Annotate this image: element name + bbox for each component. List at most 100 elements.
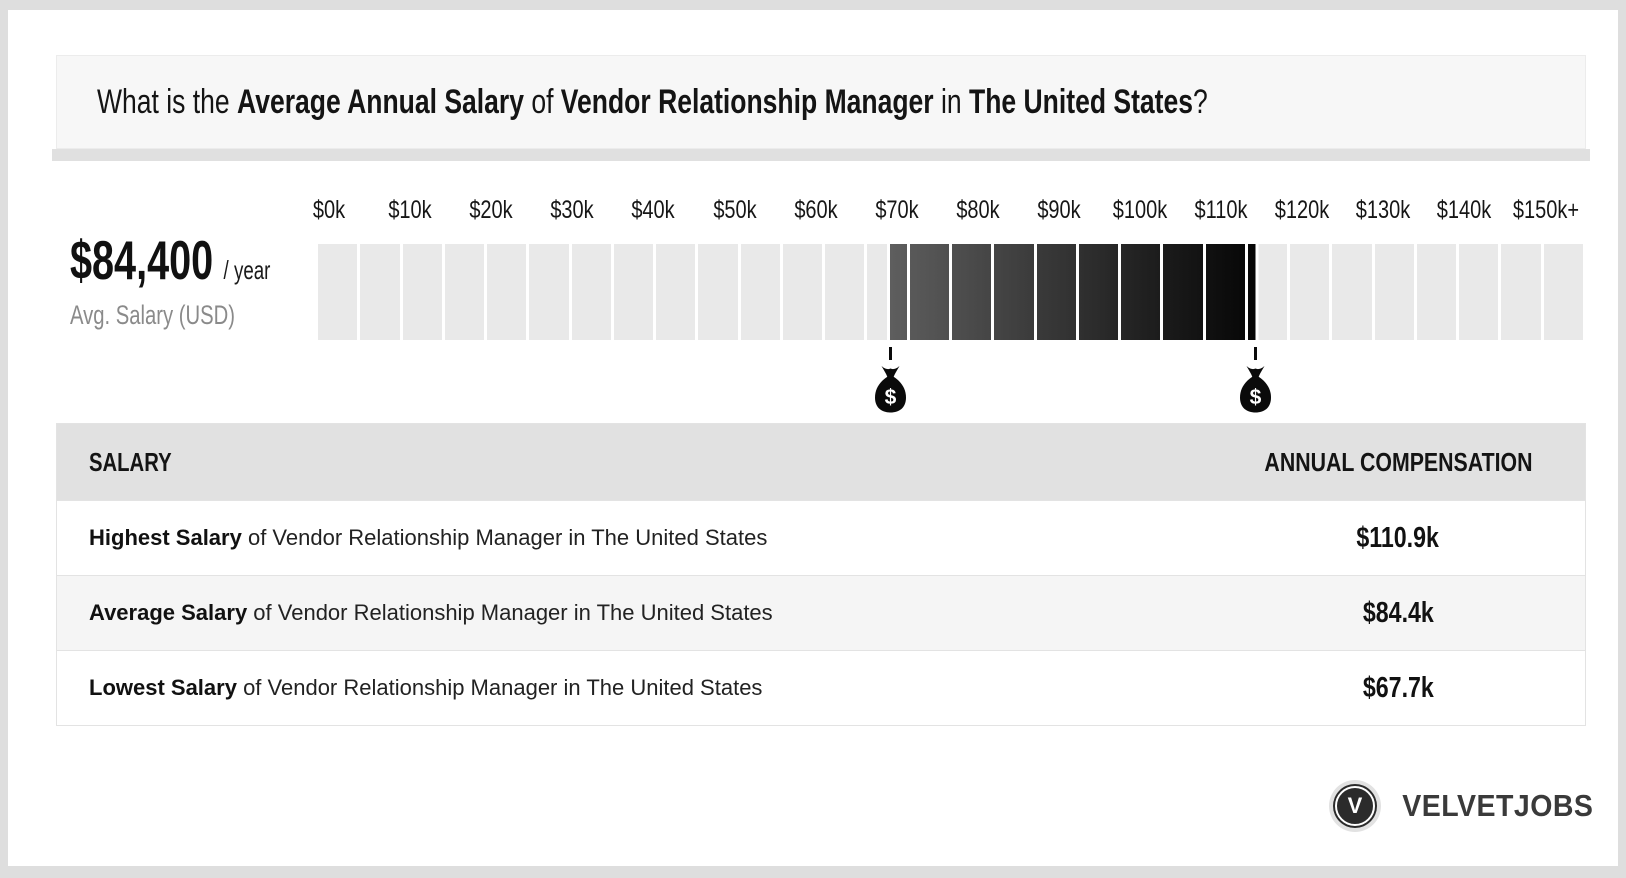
salary-table: SALARY ANNUAL COMPENSATION Highest Salar… [56,423,1586,726]
axis-tick-label: $60k [788,193,842,227]
scale-bar-cell [402,244,442,340]
axis-tick-label-text: $20k [469,196,513,224]
axis-tick-label-text: $110k [1194,196,1248,224]
scale-bar: $ $ [318,244,1586,413]
scale-bar-cell [444,244,485,340]
table-row: Highest Salary of Vendor Relationship Ma… [57,500,1585,575]
axis-tick-label: $140k [1430,193,1498,227]
scale-bar-cell [1247,244,1288,340]
salary-range-marker: $ [1233,347,1277,413]
table-row: Average Salary of Vendor Relationship Ma… [57,575,1585,650]
scale-bar-cell [613,244,654,340]
scale-bar-cell [571,244,611,340]
scale-bar-cell [1501,244,1541,340]
scale-bar-cell [487,244,527,340]
axis-tick-label: $130k [1349,193,1417,227]
axis-tick-label: $110k [1188,193,1254,227]
axis-tick-label-text: $150k+ [1512,196,1579,224]
axis-tick-label-text: $80k [956,196,1000,224]
axis-tick-label-text: $100k [1112,196,1168,224]
average-salary-amount: $84,400 [70,229,214,291]
axis-tick-label-text: $130k [1356,196,1411,224]
row-label-emphasis: Average Salary [89,600,248,625]
svg-text:$: $ [1250,386,1262,409]
scale-bar-cell [1078,244,1119,340]
axis-tick-label: $20k [464,193,518,227]
row-value: $110.9k [1211,522,1585,555]
axis-tick-label: $90k [1032,193,1086,227]
page-title-part: in [933,82,970,121]
table-row: Lowest Salary of Vendor Relationship Man… [57,650,1585,725]
axis-tick-label: $70k [870,193,924,227]
row-label: Lowest Salary of Vendor Relationship Man… [89,675,763,700]
scale-bar-cell [318,244,358,340]
axis-tick-label: $40k [626,193,680,227]
scale-bar-cell [740,244,780,340]
scale-bar-cell [782,244,823,340]
scale-bar-cell [909,244,949,340]
scale-bar-cell [698,244,738,340]
velvetjobs-logo-text: VELVETJOBS [1402,788,1594,823]
scale-bar-cell [1121,244,1161,340]
scale-bar-cell [1416,244,1457,340]
scale-bar-cell [994,244,1034,340]
scale-bar-cell [867,244,907,340]
row-value-text: $110.9k [1356,521,1440,554]
scale-bar-cell [952,244,992,340]
scale-bar-cell [656,244,696,340]
page-title-part: of [523,82,561,121]
svg-text:$: $ [884,386,896,409]
salary-range-marker: $ [868,347,912,413]
axis-tick-labels: $0k $10k $20k $30k $40k $50k $60k $70k $80k $90k $… [313,193,1587,227]
average-salary-caption-line: Avg. Salary (USD) [70,300,290,330]
scale-bar-cell [825,244,865,340]
axis-tick-label-text: $30k [550,196,594,224]
axis-tick-label: $150k+ [1504,193,1587,227]
average-salary-summary: $84,400 / year [70,232,348,288]
axis-tick-label-text: $90k [1037,196,1081,224]
page-title-part: ? [1193,82,1208,121]
infographic-card: What is the Average Annual Salary of Ven… [8,10,1618,866]
velvetjobs-logo-icon: V [1333,784,1377,828]
axis-tick-label-text: $140k [1437,196,1492,224]
salary-column-header: SALARY [89,446,172,477]
scale-bar-cell [1036,244,1076,340]
salary-table-body: Highest Salary of Vendor Relationship Ma… [57,500,1585,725]
money-bag-icon: $ [874,366,906,413]
axis-tick-label-text: $70k [875,196,919,224]
axis-tick-label: $0k [309,193,349,227]
money-bag-icon: $ [1239,366,1271,413]
average-salary-period: / year [223,255,271,285]
axis-tick-label: $10k [383,193,437,227]
scale-bar-cell [1163,244,1203,340]
axis-tick-label-text: $0k [312,196,346,224]
row-label: Average Salary of Vendor Relationship Ma… [89,600,773,625]
axis-tick-label: $120k [1268,193,1336,227]
scale-bar-cell [529,244,569,340]
row-label-emphasis: Highest Salary [89,525,242,550]
scale-bar-cell [1459,244,1499,340]
axis-tick-label-text: $10k [388,196,432,224]
scale-bar-cell [1205,244,1245,340]
marker-tick [888,347,892,360]
scale-bar-cell [1332,244,1372,340]
page-title-part: Average Annual Salary [237,82,524,121]
page-title-part: Vendor Relationship Manager [560,82,934,121]
row-label: Highest Salary of Vendor Relationship Ma… [89,525,768,550]
axis-tick-label-text: $50k [712,196,757,224]
salary-table-header-row: SALARY ANNUAL COMPENSATION [57,424,1585,500]
row-value: $67.7k [1211,672,1585,705]
row-value-text: $67.7k [1362,671,1434,704]
axis-tick-label: $50k [707,193,761,227]
page-title-part: The United States [969,82,1194,121]
axis-tick-label: $100k [1106,193,1174,227]
axis-tick-label-text: $40k [631,196,676,224]
title-bar: What is the Average Annual Salary of Ven… [56,55,1586,149]
page-title-part: What is the [97,82,238,121]
axis-tick-label-text: $60k [793,196,838,224]
scale-bar-cell [1374,244,1414,340]
row-label-emphasis: Lowest Salary [89,675,237,700]
average-salary-caption: Avg. Salary (USD) [70,300,236,330]
scale-bar-cell [1543,244,1583,340]
